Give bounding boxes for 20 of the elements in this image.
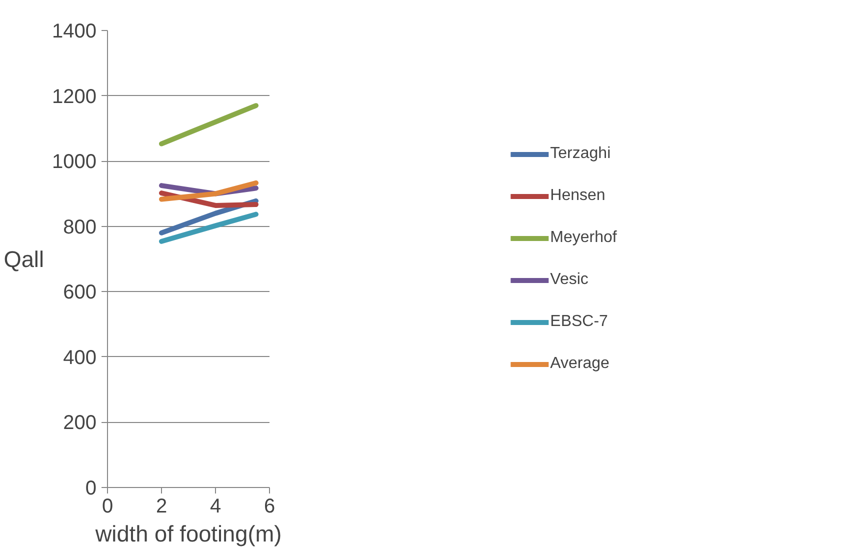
legend-label: EBSC-7 <box>550 312 608 330</box>
legend-label: Hensen <box>550 186 606 204</box>
y-tick-label: 1000 <box>52 151 97 174</box>
y-tick-label: 1400 <box>52 20 97 42</box>
x-tick-label: 0 <box>102 496 114 518</box>
y-tick-label: 600 <box>63 282 97 304</box>
legend-label: Average <box>550 354 610 372</box>
x-tick-label: 6 <box>264 496 276 518</box>
x-axis-title: width of footing(m) <box>94 520 282 546</box>
y-axis-title: Qall <box>4 246 44 272</box>
x-tick-label: 2 <box>156 496 168 518</box>
legend-label: Vesic <box>550 270 588 288</box>
y-tick-label: 400 <box>63 346 97 369</box>
x-tick-label: 4 <box>210 496 222 518</box>
y-tick-label: 200 <box>63 412 97 434</box>
y-tick-label: 800 <box>63 216 97 238</box>
y-tick-label: 0 <box>85 478 96 500</box>
legend-label: Terzaghi <box>550 144 611 162</box>
legend-label: Meyerhof <box>550 228 617 246</box>
y-tick-label: 1200 <box>52 86 97 108</box>
